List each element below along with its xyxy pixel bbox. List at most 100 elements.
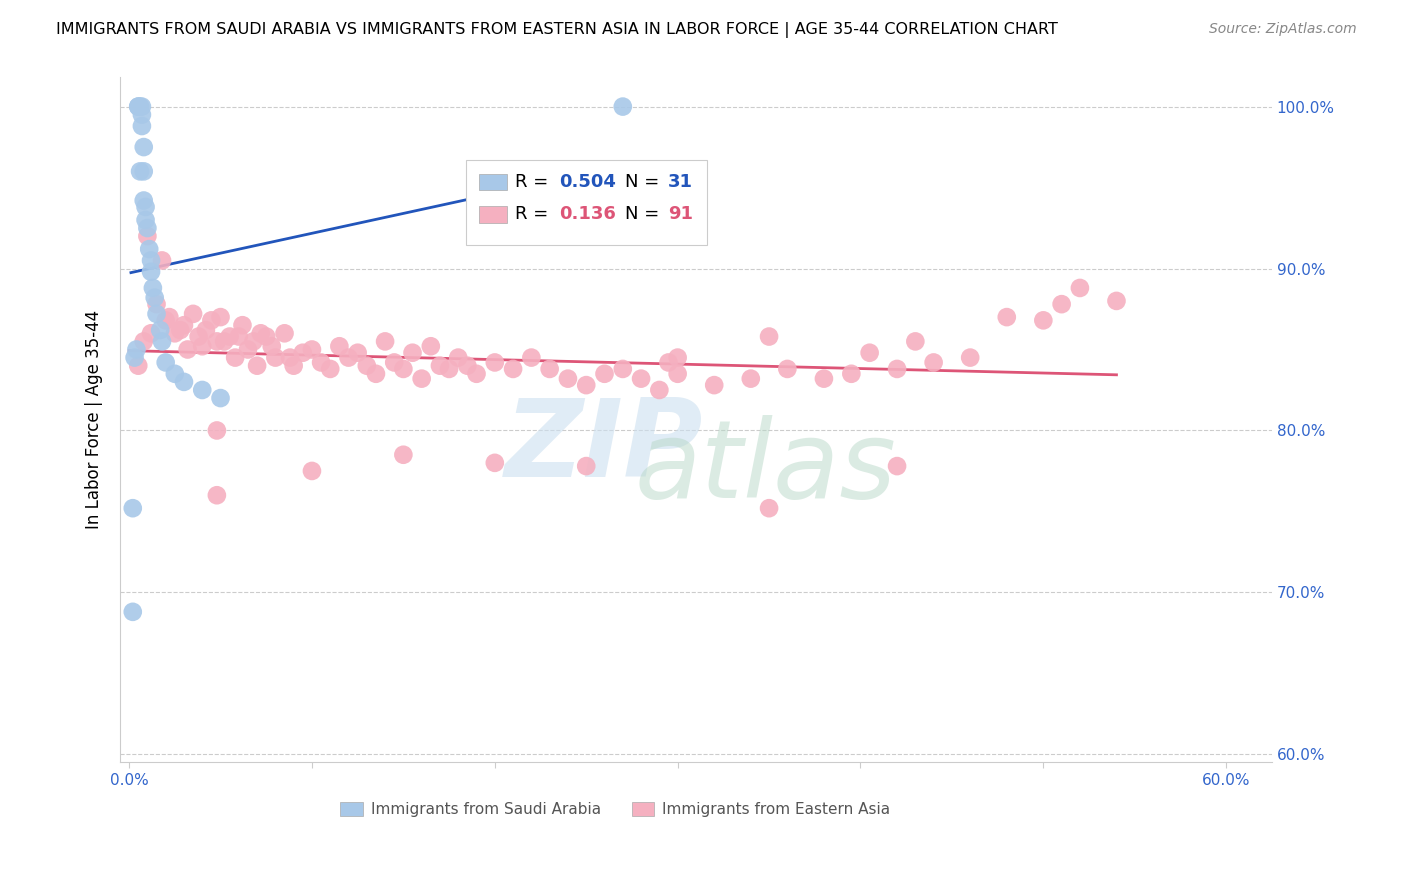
Point xyxy=(176,343,198,357)
Point xyxy=(149,323,172,337)
Point xyxy=(145,297,167,311)
Point xyxy=(191,339,214,353)
Point xyxy=(163,326,186,341)
Point xyxy=(129,99,152,113)
Point xyxy=(157,310,180,325)
Point xyxy=(150,253,173,268)
Text: 0.136: 0.136 xyxy=(558,205,616,223)
Point xyxy=(1050,297,1073,311)
Point xyxy=(502,362,524,376)
Point xyxy=(273,326,295,341)
Point xyxy=(740,371,762,385)
Point xyxy=(758,329,780,343)
Point xyxy=(191,383,214,397)
Point xyxy=(143,291,166,305)
Point xyxy=(356,359,378,373)
Point xyxy=(139,253,162,268)
Point xyxy=(776,362,799,376)
Point xyxy=(301,464,323,478)
Point xyxy=(145,307,167,321)
Point xyxy=(139,265,162,279)
Point xyxy=(132,334,155,349)
Point xyxy=(200,313,222,327)
Point xyxy=(666,367,689,381)
Point xyxy=(859,345,882,359)
Point xyxy=(181,307,204,321)
Point xyxy=(484,355,506,369)
Point xyxy=(249,326,271,341)
Point xyxy=(127,99,149,113)
Point xyxy=(209,310,232,325)
Point xyxy=(187,329,209,343)
Point xyxy=(224,351,246,365)
Point xyxy=(155,355,177,369)
Point xyxy=(132,140,155,154)
Point xyxy=(254,329,277,343)
Point xyxy=(364,367,387,381)
Point xyxy=(575,459,598,474)
Point xyxy=(593,367,616,381)
Point xyxy=(264,351,287,365)
Point xyxy=(630,371,652,385)
Point xyxy=(301,343,323,357)
FancyBboxPatch shape xyxy=(479,206,508,223)
Point xyxy=(121,501,143,516)
Point xyxy=(283,359,305,373)
Point xyxy=(124,351,146,365)
Point xyxy=(309,355,332,369)
Point xyxy=(465,367,488,381)
Point xyxy=(346,345,368,359)
Point xyxy=(886,362,908,376)
Point xyxy=(242,334,264,349)
Point xyxy=(1105,293,1128,308)
Point xyxy=(129,164,152,178)
Text: 31: 31 xyxy=(668,173,693,191)
Point xyxy=(484,456,506,470)
Point xyxy=(205,334,228,349)
Point xyxy=(131,108,153,122)
FancyBboxPatch shape xyxy=(479,174,508,191)
Point xyxy=(841,367,863,381)
Point xyxy=(127,99,149,113)
Point xyxy=(236,343,259,357)
Point xyxy=(328,339,350,353)
Point xyxy=(260,339,283,353)
Point xyxy=(1032,313,1054,327)
Point xyxy=(995,310,1018,325)
Point xyxy=(813,371,835,385)
Point xyxy=(456,359,478,373)
Point xyxy=(173,375,195,389)
Point xyxy=(205,488,228,502)
Text: R =: R = xyxy=(515,173,554,191)
Point xyxy=(447,351,470,365)
Point xyxy=(139,326,162,341)
Point xyxy=(648,383,671,397)
Point xyxy=(575,378,598,392)
Point xyxy=(163,367,186,381)
Point xyxy=(136,229,159,244)
Point xyxy=(205,424,228,438)
Point xyxy=(922,355,945,369)
Point xyxy=(136,221,159,235)
Point xyxy=(657,355,679,369)
Point xyxy=(169,323,191,337)
Text: 0.504: 0.504 xyxy=(558,173,616,191)
Text: N =: N = xyxy=(624,173,665,191)
Point xyxy=(437,362,460,376)
Point xyxy=(278,351,301,365)
Point xyxy=(135,213,157,227)
Point xyxy=(132,164,155,178)
Point xyxy=(127,359,149,373)
Point xyxy=(666,351,689,365)
Point xyxy=(291,345,314,359)
Y-axis label: In Labor Force | Age 35-44: In Labor Force | Age 35-44 xyxy=(86,310,103,530)
Point xyxy=(228,329,250,343)
Point xyxy=(150,334,173,349)
Point xyxy=(194,323,217,337)
Point xyxy=(246,359,269,373)
Point xyxy=(1069,281,1091,295)
Point xyxy=(155,313,177,327)
Point xyxy=(319,362,342,376)
Point xyxy=(382,355,405,369)
Point xyxy=(612,99,634,113)
